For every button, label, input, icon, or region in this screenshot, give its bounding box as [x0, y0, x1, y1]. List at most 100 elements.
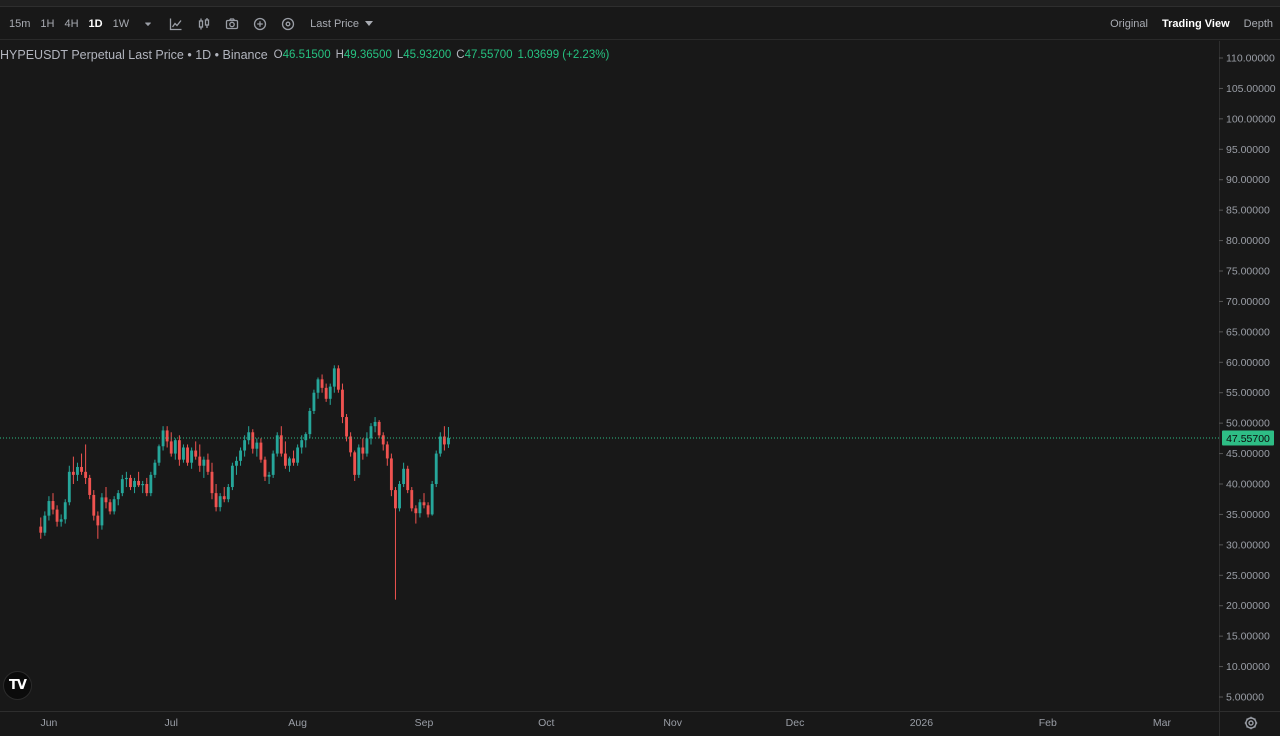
- candle-body: [157, 446, 161, 463]
- candle-body: [422, 502, 426, 506]
- candle-body: [63, 502, 67, 520]
- last-price-label: 47.55700: [1226, 433, 1270, 445]
- candle-body: [76, 466, 79, 475]
- candle-body: [96, 515, 100, 526]
- open-label: O: [273, 49, 283, 61]
- candle-body: [194, 450, 198, 457]
- view-depth[interactable]: Depth: [1243, 18, 1273, 30]
- y-tick-label: 35.00000: [1226, 509, 1270, 521]
- candle-body: [206, 459, 210, 472]
- x-tick-label: Jun: [40, 717, 57, 729]
- y-tick-label: 25.00000: [1226, 570, 1270, 582]
- add-icon[interactable]: [246, 8, 274, 40]
- y-tick-label: 90.00000: [1226, 174, 1270, 186]
- candle-body: [161, 430, 165, 447]
- candle-body: [47, 501, 51, 516]
- x-tick-label: Mar: [1153, 717, 1172, 729]
- candle-body: [300, 440, 304, 448]
- candle-body: [369, 426, 373, 439]
- candle-body: [71, 471, 75, 475]
- candle-body: [202, 459, 206, 466]
- x-tick-label: Nov: [663, 717, 682, 729]
- candle-body: [324, 387, 328, 399]
- candle-body: [398, 484, 401, 509]
- gear-icon[interactable]: [1240, 712, 1262, 734]
- timeframe-1h[interactable]: 1H: [40, 17, 55, 30]
- candle-body: [288, 458, 291, 466]
- x-tick-label: Oct: [538, 717, 554, 729]
- candle-body: [402, 468, 406, 484]
- last-price-badge: [1222, 430, 1274, 446]
- view-trading-view[interactable]: Trading View: [1161, 18, 1230, 30]
- candle-body: [316, 379, 320, 393]
- candle-body: [279, 435, 283, 454]
- candle-body: [190, 450, 194, 463]
- candle-body: [43, 515, 47, 533]
- target-icon[interactable]: [274, 8, 302, 40]
- candle-body: [88, 477, 92, 495]
- candle-body: [149, 474, 153, 494]
- high-label: H: [335, 49, 344, 61]
- view-original[interactable]: Original: [1110, 18, 1148, 30]
- candle-body: [332, 368, 336, 387]
- y-tick-label: 105.00000: [1226, 83, 1276, 95]
- candle-body: [153, 462, 157, 475]
- y-tick-label: 15.00000: [1226, 631, 1270, 643]
- price-type-dropdown[interactable]: Last Price: [310, 17, 374, 30]
- candle-body: [39, 526, 43, 533]
- x-tick-label: 2026: [910, 717, 934, 729]
- candle-body: [214, 493, 218, 508]
- y-tick-label: 45.00000: [1226, 448, 1270, 460]
- candle-body: [124, 477, 128, 480]
- candle-body: [182, 447, 185, 460]
- candle-body: [353, 452, 357, 475]
- candle-body: [100, 497, 104, 526]
- x-tick-label: Sep: [415, 717, 434, 729]
- y-tick-label: 20.00000: [1226, 600, 1270, 612]
- candle-body: [141, 484, 145, 486]
- timeframe-1w[interactable]: 1W: [112, 17, 130, 30]
- change-value: 1.03699 (+2.23%): [517, 49, 610, 61]
- candle-body: [173, 440, 177, 454]
- candle-body: [255, 442, 259, 449]
- candle-body: [312, 392, 316, 411]
- price-type-label: Last Price: [310, 17, 360, 30]
- candle-body: [385, 444, 389, 459]
- y-tick-label: 10.00000: [1226, 661, 1270, 673]
- candle-body: [296, 447, 300, 463]
- candle-body: [373, 421, 377, 427]
- tradingview-logo[interactable]: TV: [3, 671, 32, 700]
- caret-down-icon: [365, 21, 374, 26]
- chevron-down-icon[interactable]: [134, 8, 162, 40]
- indicators-icon[interactable]: [162, 8, 190, 40]
- candle-body: [377, 421, 381, 436]
- y-tick-label: 85.00000: [1226, 205, 1270, 217]
- y-tick-label: 110.00000: [1226, 53, 1275, 65]
- candle-body: [426, 505, 430, 515]
- candle-body: [247, 432, 251, 441]
- candle-settings-icon[interactable]: [190, 8, 218, 40]
- candle-body: [108, 502, 112, 512]
- y-tick-label: 95.00000: [1226, 144, 1270, 156]
- candlestick-chart[interactable]: 5.00000 10.00000 15.00000 20.00000 25.00000 3…: [0, 41, 1280, 736]
- candle-body: [80, 466, 83, 472]
- timeframe-1d[interactable]: 1D: [88, 17, 103, 30]
- timeframe-15m[interactable]: 15m: [9, 17, 31, 30]
- candle-body: [226, 487, 230, 500]
- candle-body: [239, 450, 242, 461]
- timeframe-4h[interactable]: 4H: [64, 17, 79, 30]
- candle-body: [442, 436, 446, 445]
- candle-body: [365, 438, 369, 454]
- camera-icon[interactable]: [218, 8, 246, 40]
- candle-body: [84, 471, 88, 478]
- candle-body: [198, 456, 202, 466]
- candle-body: [186, 447, 189, 463]
- candle-body: [434, 453, 438, 484]
- candle-body: [410, 490, 414, 509]
- symbol-title: HYPEUSDT Perpetual Last Price • 1D • Bin…: [0, 48, 268, 62]
- y-tick-label: 65.00000: [1226, 326, 1270, 338]
- candle-body: [304, 434, 308, 441]
- candle-body: [92, 494, 96, 516]
- candle-body: [222, 496, 226, 500]
- y-tick-label: 50.00000: [1226, 418, 1270, 430]
